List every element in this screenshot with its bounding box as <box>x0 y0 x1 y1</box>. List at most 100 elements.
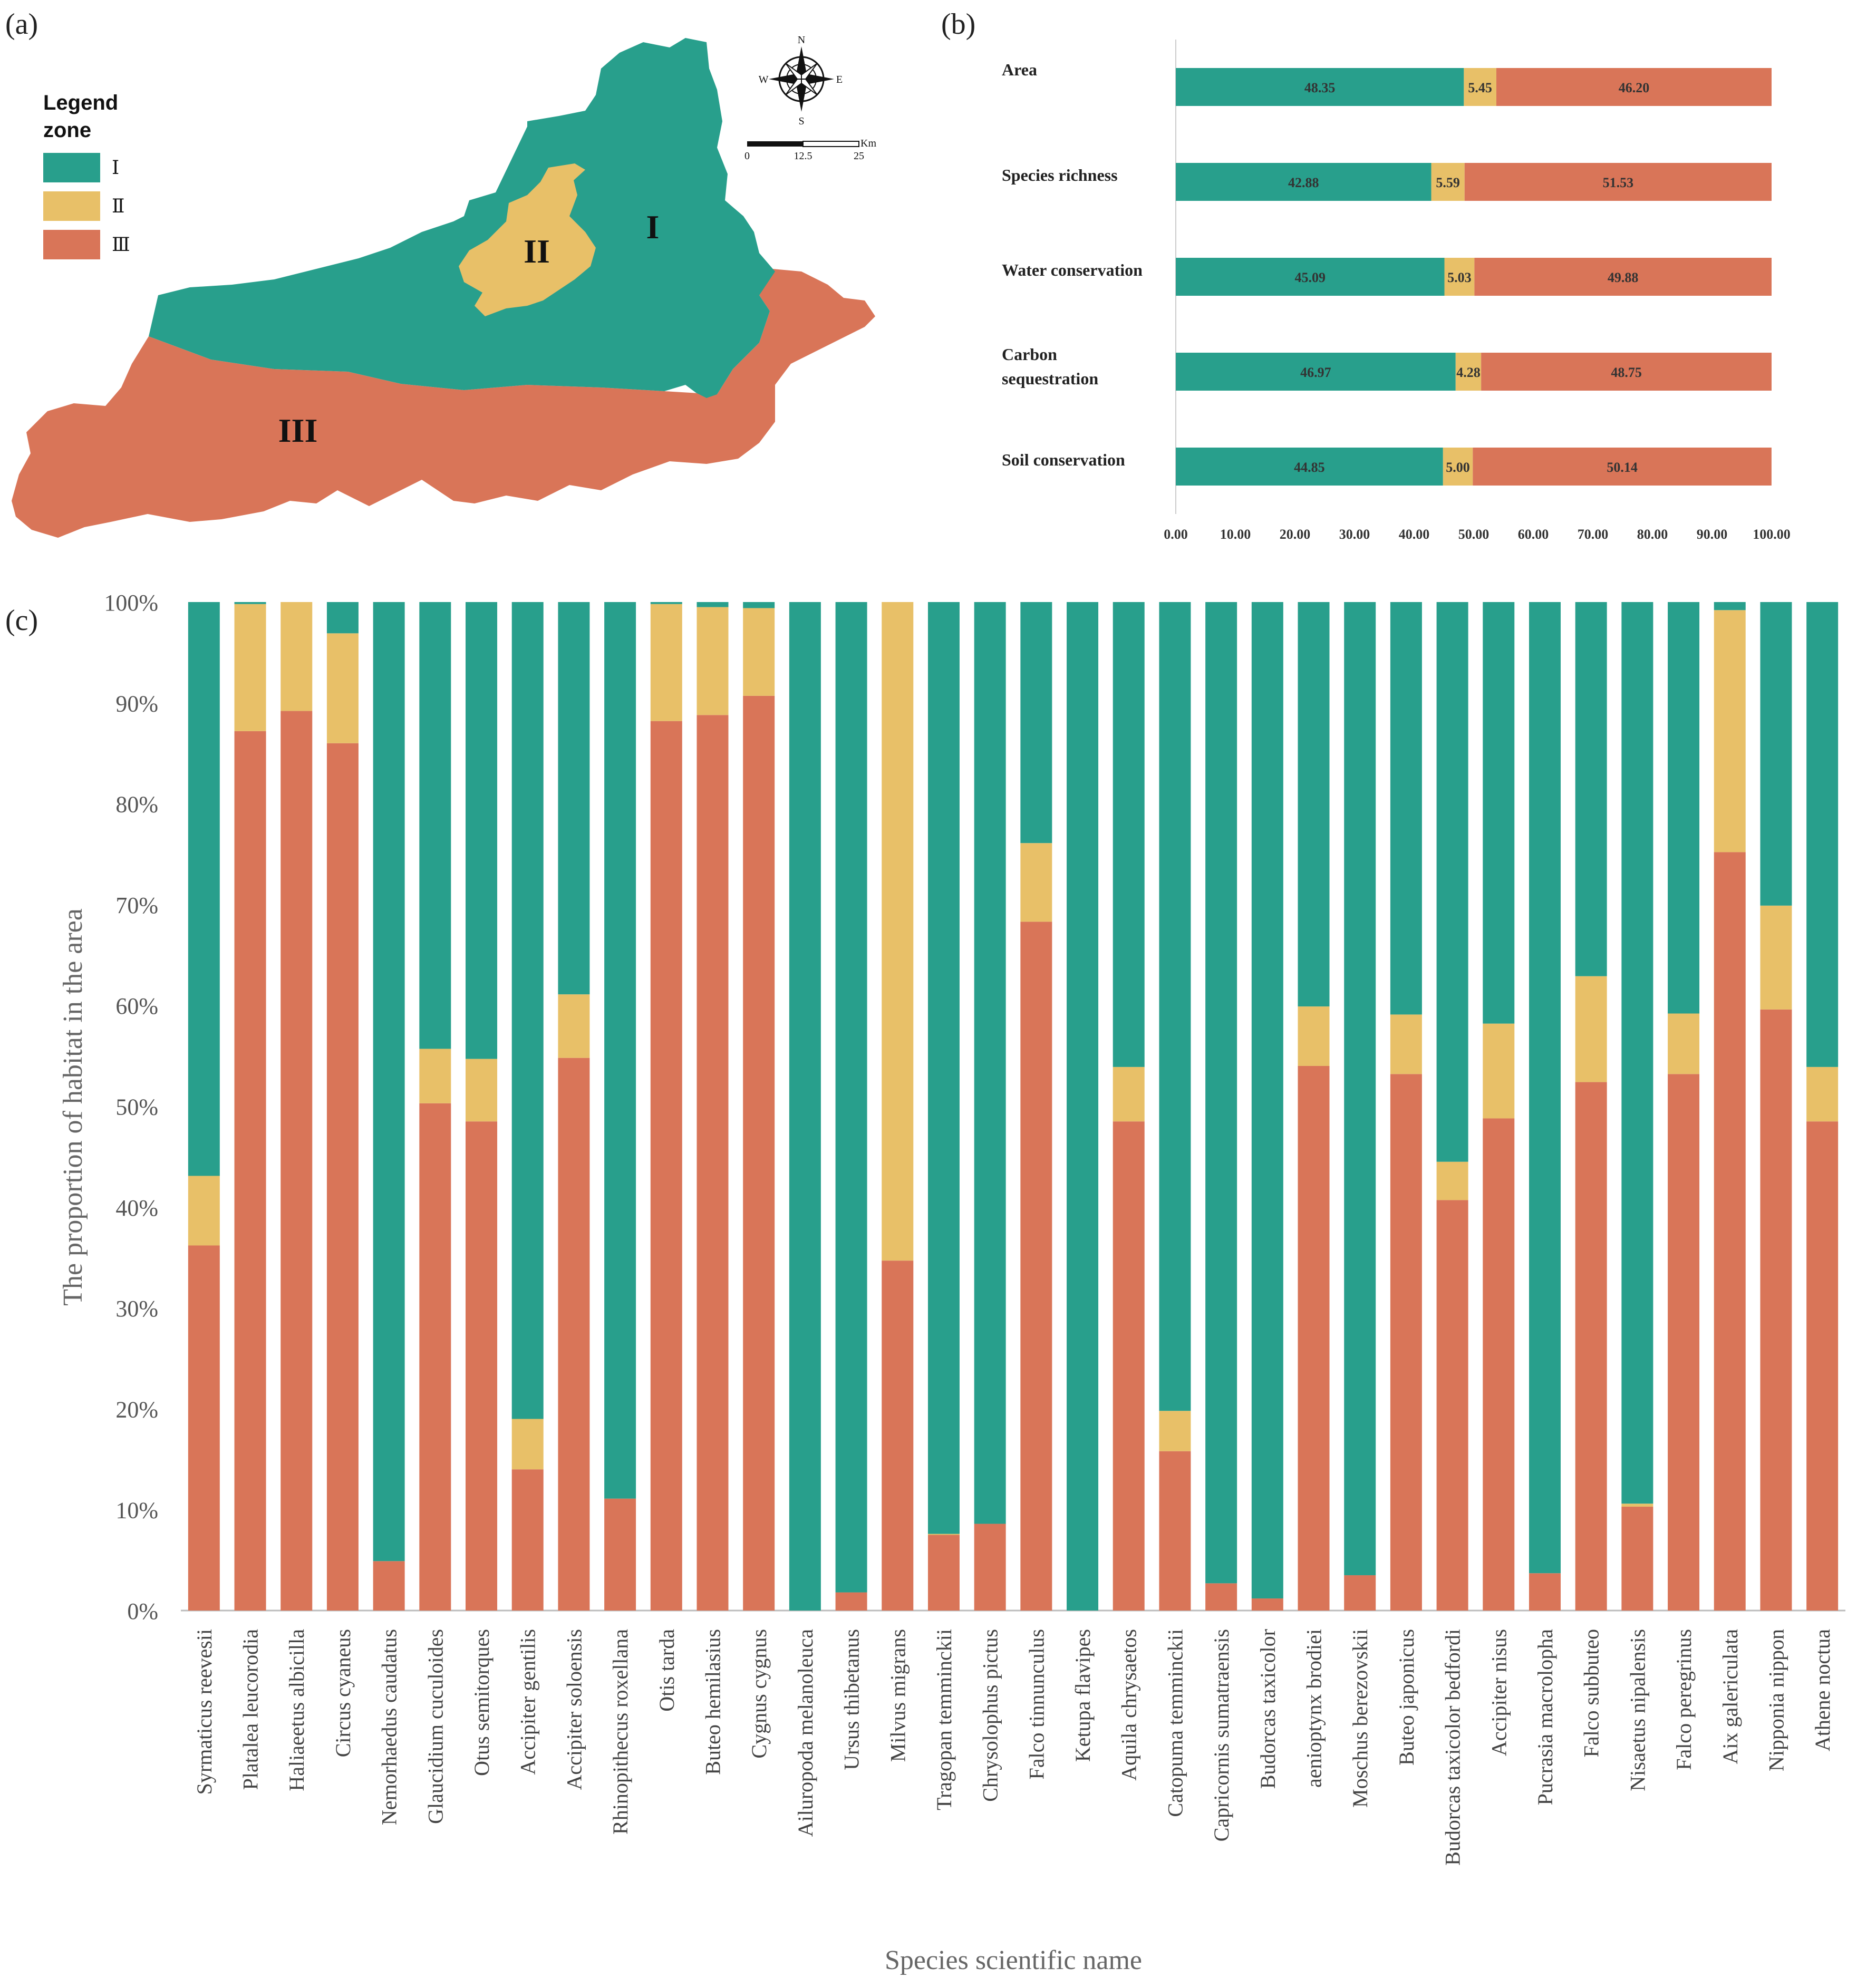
chart-c-bar-budorcas-taxicolor-bedfordi-zone-1 <box>1436 602 1468 1162</box>
chart-c-bar-accipiter-soloensis-zone-1 <box>558 602 590 995</box>
chart-b-data-label-area-zone-1: 48.35 <box>1304 80 1336 95</box>
chart-b-data-label-carbon-sequestration-zone-3: 48.75 <box>1611 365 1642 380</box>
chart-c-bar-syrmaticus-reevesii-zone-1 <box>188 602 220 1176</box>
chart-b-data-label-soil-conservation-zone-1: 44.85 <box>1294 460 1325 475</box>
chart-c-bar-circus-cyaneus-zone-1 <box>326 602 359 634</box>
chart-c-y-axis-label: The proportion of habitat in the area <box>58 908 88 1306</box>
chart-c-bar-accipiter-soloensis-zone-3 <box>558 1058 590 1611</box>
chart-c-bar-aix-galericulata-zone-3 <box>1714 852 1746 1611</box>
legend-label-zone-2: Ⅱ <box>112 196 124 217</box>
scale-bar: Km 0 12.5 25 <box>744 138 876 162</box>
chart-c-x-tick-nipponia-nippon: Nipponia nippon <box>1764 1629 1788 1771</box>
chart-c-bar-falco-subbuteo-zone-2 <box>1575 976 1607 1082</box>
chart-c-bar-tragopan-temminckii-zone-3 <box>927 1535 960 1611</box>
chart-c-bar-aquila-chrysaetos-zone-1 <box>1113 602 1145 1067</box>
chart-c-x-tick-otus-semitorques: Otus semitorques <box>470 1629 494 1776</box>
scale-tick-25: 25 <box>854 150 864 162</box>
chart-b-x-tick-5: 50.00 <box>1458 527 1490 542</box>
chart-c-bar-aenioptynx-brodiei-zone-1 <box>1298 602 1330 1007</box>
chart-b-data-label-water-conservation-zone-2: 5.03 <box>1447 270 1472 285</box>
chart-b-x-tick-2: 20.00 <box>1280 527 1311 542</box>
chart-c-x-tick-accipiter-gentilis: Accipiter gentilis <box>516 1629 540 1775</box>
chart-c-bar-budorcas-taxicolor-zone-3 <box>1251 1598 1283 1611</box>
chart-b-category-area: Area <box>1002 60 1037 79</box>
chart-c-bar-accipiter-nisus-zone-2 <box>1483 1023 1515 1119</box>
chart-c-bar-aquila-chrysaetos-zone-2 <box>1113 1066 1145 1122</box>
chart-b-category-soil-conservation: Soil conservation <box>1002 450 1125 469</box>
chart-c-bar-athene-noctua-zone-2 <box>1806 1066 1839 1122</box>
map-panel: I II III Legend zone Ⅰ Ⅱ Ⅲ N S <box>12 34 876 538</box>
chart-b-x-tick-8: 80.00 <box>1637 527 1668 542</box>
chart-c-bar-nipponia-nippon-zone-3 <box>1760 1009 1792 1611</box>
chart-c-bar-nemorhaedus-caudatus-zone-3 <box>373 1561 405 1611</box>
chart-c-x-tick-moschus-berezovskii: Moschus berezovskii <box>1348 1629 1372 1808</box>
chart-c-x-tick-nisaetus-nipalensis: Nisaetus nipalensis <box>1626 1629 1649 1791</box>
chart-c-bar-cygnus-cygnus-zone-3 <box>743 695 775 1611</box>
chart-b-data-label-species-richness-zone-2: 5.59 <box>1436 175 1460 190</box>
chart-c-bar-moschus-berezovskii-zone-3 <box>1344 1575 1376 1611</box>
chart-c-bar-accipiter-soloensis-zone-2 <box>558 994 590 1058</box>
chart-b-data-label-soil-conservation-zone-3: 50.14 <box>1607 460 1638 475</box>
chart-c-x-tick-aix-galericulata: Aix galericulata <box>1718 1629 1742 1764</box>
chart-c-bar-ursus-thibetanus-zone-3 <box>835 1592 867 1611</box>
chart-c-x-tick-ketupa-flavipes: Ketupa flavipes <box>1071 1629 1095 1762</box>
chart-c-bar-platalea-leucorodia-zone-1 <box>234 602 266 604</box>
legend-swatch-zone-1 <box>43 153 100 182</box>
chart-c-bar-glaucidium-cuculoides-zone-1 <box>419 602 451 1049</box>
map-legend: Legend zone Ⅰ Ⅱ Ⅲ <box>43 91 130 259</box>
zone-3-region <box>12 269 875 538</box>
chart-c-bar-platalea-leucorodia-zone-2 <box>234 604 266 731</box>
chart-c-bar-tragopan-temminckii-zone-2 <box>927 1534 960 1535</box>
zone-label-3: III <box>278 412 318 449</box>
chart-c-bar-haliaeetus-albicilla-zone-3 <box>281 711 313 1611</box>
chart-c-bar-rhinopithecus-roxellana-zone-3 <box>604 1498 636 1611</box>
chart-c-x-tick-rhinopithecus-roxellana: Rhinopithecus roxellana <box>608 1629 632 1835</box>
chart-c: 0% 10% 20% 30% 40% 50% 60% 70% 80% 90% 100% The pro… <box>58 590 1845 1975</box>
chart-c-bar-rhinopithecus-roxellana-zone-1 <box>604 602 636 1499</box>
panel-label-b: (b) <box>941 8 975 41</box>
chart-b-bar-species-richness-zone-1 <box>1176 163 1432 201</box>
chart-c-y-tick-10: 100% <box>104 590 158 616</box>
chart-c-bar-accipiter-nisus-zone-1 <box>1483 602 1515 1024</box>
chart-c-x-tick-platalea-leucorodia: Platalea leucorodia <box>239 1629 263 1790</box>
chart-c-y-tick-5: 50% <box>115 1094 158 1120</box>
chart-c-bar-ursus-thibetanus-zone-1 <box>835 602 867 1593</box>
chart-c-bar-otis-tarda-zone-1 <box>650 602 682 604</box>
chart-c-x-tick-falco-peregrinus: Falco peregrinus <box>1672 1629 1696 1770</box>
chart-c-x-tick-circus-cyaneus: Circus cyaneus <box>331 1629 355 1757</box>
chart-c-bar-buteo-hemilasius-zone-3 <box>697 715 729 1611</box>
chart-c-bar-ketupa-flavipes-zone-1 <box>1067 602 1099 1611</box>
chart-c-x-tick-ailuropoda-melanoleuca: Ailuropoda melanoleuca <box>794 1629 817 1837</box>
chart-c-x-tick-budorcas-taxicolor: Budorcas taxicolor <box>1256 1629 1280 1789</box>
chart-c-bar-falco-peregrinus-zone-3 <box>1668 1074 1700 1611</box>
compass-e: E <box>836 74 843 85</box>
chart-c-bar-buteo-japonicus-zone-2 <box>1390 1014 1422 1074</box>
chart-b-bar-water-conservation-zone-1 <box>1176 258 1445 296</box>
chart-c-bar-buteo-hemilasius-zone-2 <box>697 607 729 715</box>
chart-c-bar-aquila-chrysaetos-zone-3 <box>1113 1121 1145 1611</box>
chart-b-data-label-species-richness-zone-3: 51.53 <box>1603 175 1634 190</box>
chart-c-x-tick-ursus-thibetanus: Ursus thibetanus <box>840 1629 864 1770</box>
chart-c-bar-accipiter-gentilis-zone-1 <box>511 602 544 1419</box>
chart-b-bar-species-richness-zone-3 <box>1464 163 1772 201</box>
chart-c-bar-moschus-berezovskii-zone-1 <box>1344 602 1376 1576</box>
chart-c-x-tick-accipiter-soloensis: Accipiter soloensis <box>562 1629 586 1790</box>
chart-b-bar-area-zone-3 <box>1496 68 1772 106</box>
chart-c-bar-accipiter-gentilis-zone-2 <box>511 1419 544 1470</box>
chart-c-bar-falco-peregrinus-zone-2 <box>1668 1013 1700 1074</box>
chart-c-bar-buteo-japonicus-zone-1 <box>1390 602 1422 1015</box>
chart-c-bar-nemorhaedus-caudatus-zone-1 <box>373 602 405 1562</box>
chart-b-x-tick-7: 70.00 <box>1578 527 1609 542</box>
chart-c-bar-budorcas-taxicolor-bedfordi-zone-2 <box>1436 1161 1468 1200</box>
chart-c-bar-otus-semitorques-zone-2 <box>466 1059 498 1122</box>
chart-b-data-label-species-richness-zone-1: 42.88 <box>1288 175 1319 190</box>
chart-c-bar-buteo-hemilasius-zone-1 <box>697 602 729 607</box>
compass-w: W <box>759 74 769 85</box>
chart-c-bar-catopuma-temminckii-zone-3 <box>1159 1451 1191 1611</box>
chart-c-bar-milvus-migrans-zone-3 <box>882 1260 914 1611</box>
chart-c-y-tick-9: 90% <box>115 691 158 716</box>
legend-label-zone-3: Ⅲ <box>112 234 130 255</box>
chart-c-x-tick-falco-subbuteo: Falco subbuteo <box>1580 1629 1603 1757</box>
chart-c-x-tick-tragopan-temminckii: Tragopan temminckii <box>932 1629 956 1810</box>
